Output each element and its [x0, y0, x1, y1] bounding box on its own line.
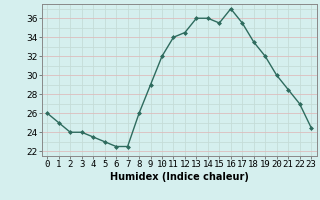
X-axis label: Humidex (Indice chaleur): Humidex (Indice chaleur) [110, 172, 249, 182]
